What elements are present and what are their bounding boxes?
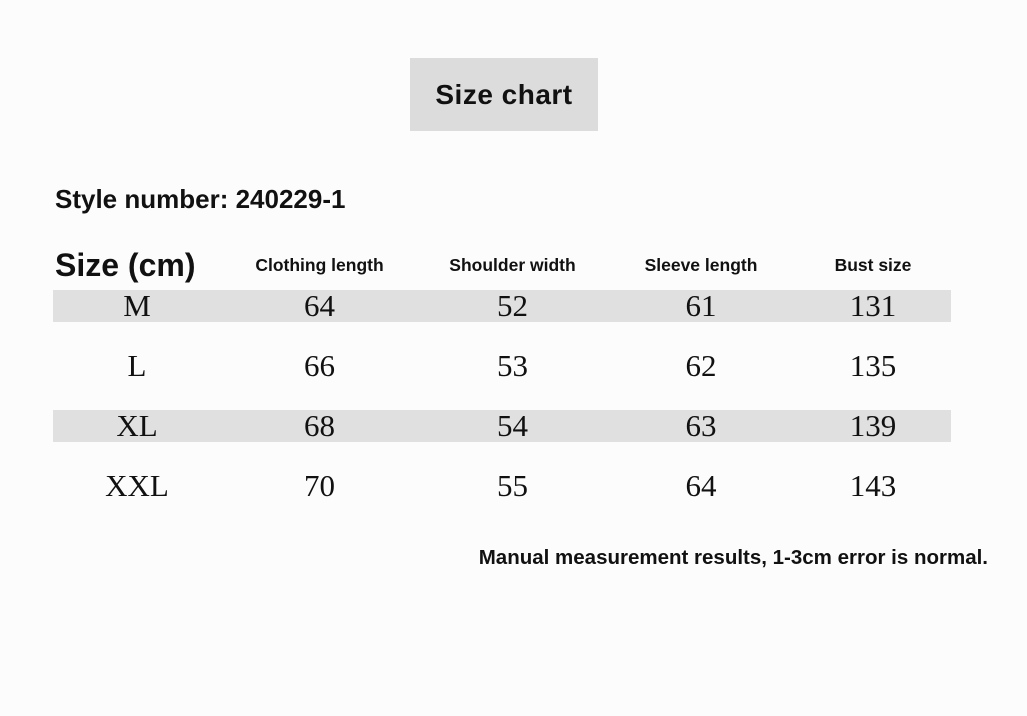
cell-sleeve-length: 63 <box>685 408 717 443</box>
size-chart-title-box: Size chart <box>410 58 598 131</box>
cell-bust-size: 143 <box>849 468 897 503</box>
cell-bust-size: 139 <box>849 408 897 443</box>
table-row-xxl: XXL 70 55 64 143 <box>53 470 951 502</box>
cell-clothing-length: 64 <box>304 288 335 323</box>
cell-size: XXL <box>105 468 169 503</box>
table-row-m: M 64 52 61 131 <box>53 290 951 322</box>
cell-bust-size: 135 <box>849 348 897 383</box>
cell-shoulder-width: 53 <box>497 348 528 383</box>
table-row-xl: XL 68 54 63 139 <box>53 410 951 442</box>
cell-sleeve-length: 62 <box>685 348 717 383</box>
header-clothing-length: Clothing length <box>255 254 384 275</box>
cell-bust-size: 131 <box>849 288 897 323</box>
size-table-header-row: Size (cm) Clothing length Shoulder width… <box>53 240 951 290</box>
cell-shoulder-width: 54 <box>497 408 528 443</box>
header-sleeve-length: Sleeve length <box>644 254 758 275</box>
cell-shoulder-width: 55 <box>497 468 528 503</box>
size-table: Size (cm) Clothing length Shoulder width… <box>53 240 951 530</box>
cell-size: M <box>123 288 151 323</box>
cell-size: XL <box>116 408 158 443</box>
cell-clothing-length: 66 <box>304 348 335 383</box>
header-shoulder-width: Shoulder width <box>449 254 576 275</box>
cell-sleeve-length: 64 <box>685 468 717 503</box>
cell-sleeve-length: 61 <box>685 288 717 323</box>
measurement-disclaimer: Manual measurement results, 1-3cm error … <box>478 546 988 569</box>
cell-clothing-length: 70 <box>304 468 335 503</box>
cell-size: L <box>127 348 147 383</box>
header-size-cm: Size (cm) <box>55 246 196 283</box>
cell-shoulder-width: 52 <box>497 288 528 323</box>
table-row-l: L 66 53 62 135 <box>53 350 951 382</box>
cell-clothing-length: 68 <box>304 408 335 443</box>
size-chart-title: Size chart <box>435 78 573 110</box>
style-number-heading: Style number: 240229-1 <box>55 184 346 214</box>
header-bust-size: Bust size <box>834 254 912 275</box>
